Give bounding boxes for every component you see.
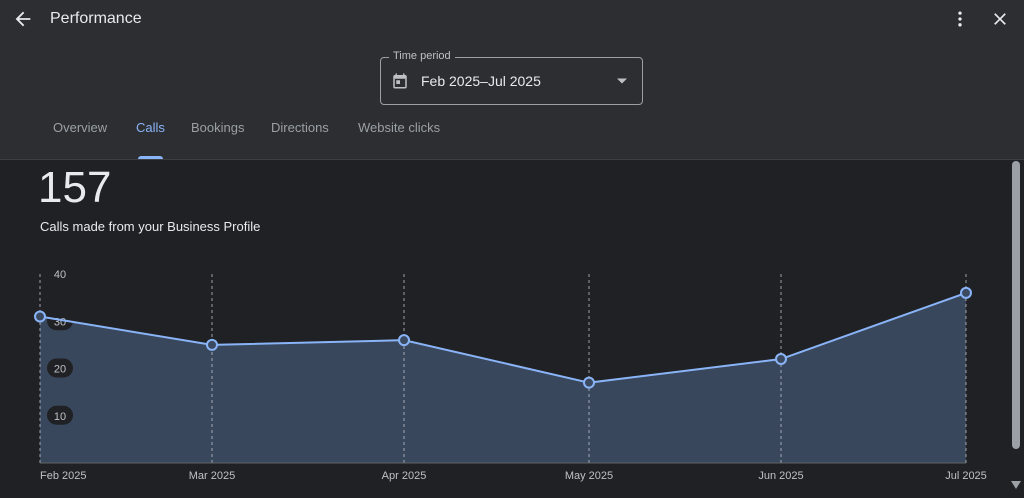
y-tick-label: 10 — [54, 411, 66, 423]
tab-label: Calls — [136, 120, 165, 135]
x-tick-label: Mar 2025 — [189, 470, 235, 482]
tab-label: Overview — [53, 120, 108, 135]
tab-directions[interactable]: Directions — [271, 120, 329, 160]
chart-data-point — [960, 286, 972, 299]
x-tick-label: Jul 2025 — [945, 470, 987, 482]
chart-data-point — [206, 338, 218, 351]
calls-area-chart: 40 30 20 10 Feb 2025 Mar 2025 Apr 2025 May 2025… — [34, 269, 987, 482]
x-tick-label: Feb 2025 — [40, 470, 86, 482]
y-tick-label: 40 — [54, 269, 66, 281]
time-period-select[interactable]: Time period Feb 2025–Jul 2025 — [380, 50, 643, 105]
page-title: Performance — [50, 10, 142, 27]
calendar-icon — [393, 73, 407, 89]
time-period-label: Time period — [389, 50, 455, 62]
close-icon[interactable] — [990, 9, 1010, 29]
tab-label: Directions — [271, 120, 329, 135]
tab-bookings[interactable]: Bookings — [191, 120, 244, 160]
chevron-down-icon — [617, 78, 627, 84]
chart-data-point — [34, 310, 46, 323]
app-header: Performance Time period Feb 2025–Jul 202… — [0, 0, 1024, 160]
y-tick-label: 30 — [54, 316, 66, 328]
metric-value: 157 — [38, 163, 112, 212]
scrollbar[interactable] — [1008, 161, 1024, 498]
chart-data-point — [398, 334, 410, 347]
chart-series-line — [39, 291, 967, 384]
main-content: 157 Calls made from your Business Profil… — [0, 161, 1008, 498]
tab-calls[interactable]: Calls — [136, 120, 165, 160]
chart-data-point — [583, 376, 595, 389]
time-period-value: Feb 2025–Jul 2025 — [421, 73, 541, 89]
x-tick-label: May 2025 — [565, 470, 613, 482]
y-tick-label: 20 — [54, 364, 66, 376]
x-tick-label: Apr 2025 — [382, 470, 427, 482]
tab-overview[interactable]: Overview — [53, 120, 107, 160]
chart-area-fill — [40, 292, 966, 463]
chart-data-point — [775, 353, 787, 366]
y-tick-pill — [47, 358, 73, 378]
tab-label: Bookings — [191, 120, 245, 135]
scroll-down-arrow-icon[interactable] — [1011, 481, 1021, 489]
x-tick-label: Jun 2025 — [758, 470, 803, 482]
metric-description: Calls made from your Business Profile — [40, 219, 261, 234]
scrollbar-thumb[interactable] — [1012, 161, 1020, 449]
tab-website-clicks[interactable]: Website clicks — [358, 120, 440, 160]
y-tick-pill — [47, 405, 73, 425]
tab-label: Website clicks — [358, 120, 441, 135]
more-vert-icon[interactable] — [950, 9, 970, 29]
arrow-left-icon[interactable] — [12, 8, 34, 30]
